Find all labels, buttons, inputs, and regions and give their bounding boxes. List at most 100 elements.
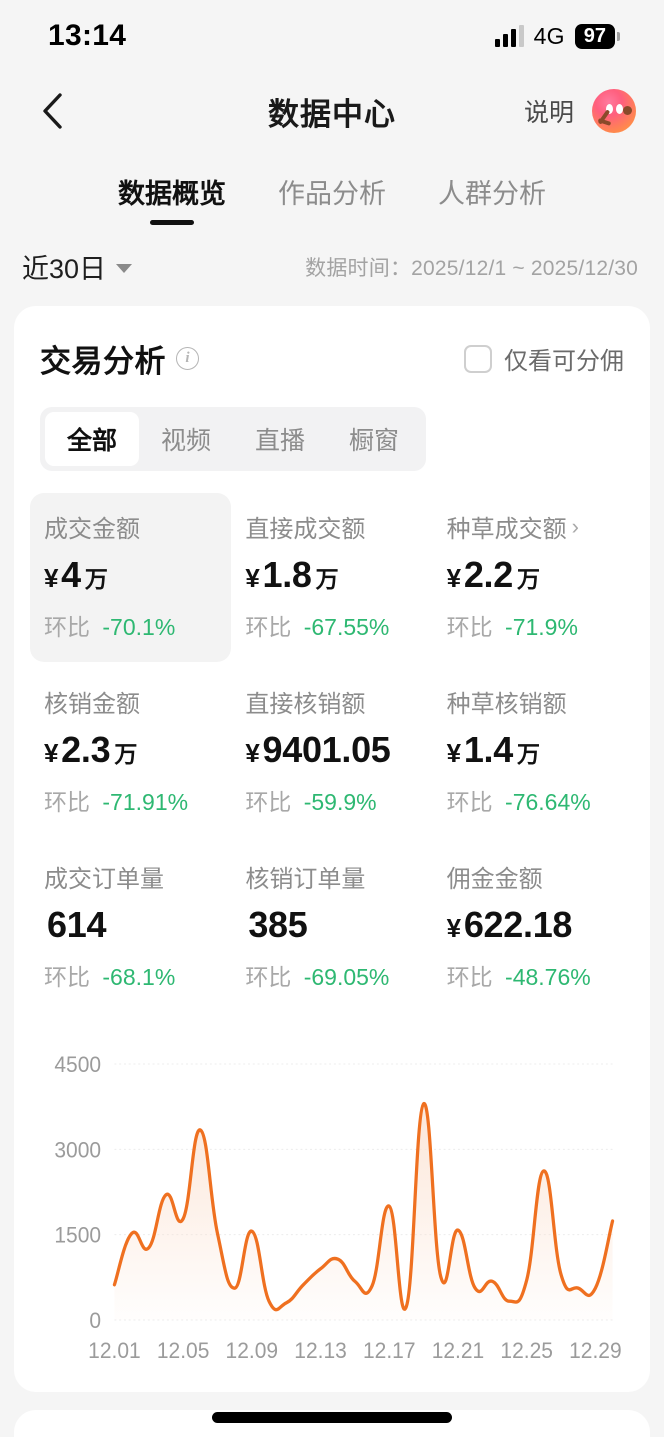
metric-label-text: 核销金额 bbox=[44, 691, 140, 718]
metric-value: ¥ 1.4 万 bbox=[447, 729, 620, 771]
currency-symbol: ¥ bbox=[446, 738, 461, 768]
metric-delta: 环比 -59.9% bbox=[245, 783, 418, 817]
delta-label: 环比 bbox=[446, 614, 493, 640]
delta-value: -70.1% bbox=[102, 614, 176, 640]
status-bar: 13:14 4G 97 bbox=[0, 0, 664, 72]
metric-label-text: 种草成交额 bbox=[446, 516, 567, 543]
svg-text:4500: 4500 bbox=[54, 1053, 101, 1078]
main-tabs: 数据概览 作品分析 人群分析 bbox=[0, 150, 664, 231]
segment-live[interactable]: 直播 bbox=[255, 427, 306, 455]
tab-audience-analysis[interactable]: 人群分析 bbox=[438, 172, 546, 225]
delta-value: -68.1% bbox=[102, 964, 176, 990]
value-number: 1.8 bbox=[262, 554, 312, 595]
metric-delta: 环比 -67.55% bbox=[245, 608, 418, 642]
trade-card-header: 交易分析 i 仅看可分佣 bbox=[40, 336, 624, 381]
trade-analysis-card: 交易分析 i 仅看可分佣 全部 视频 直播 橱窗 成交金额 ¥ 4 万 bbox=[14, 306, 650, 1392]
chevron-right-icon[interactable]: › bbox=[571, 513, 579, 539]
delta-value: -76.64% bbox=[505, 789, 591, 815]
metric-label-text: 直接核销额 bbox=[245, 691, 366, 718]
avatar-dot bbox=[623, 106, 632, 115]
value-number: 1.4 bbox=[463, 729, 513, 770]
metric-direct-settled[interactable]: 直接核销额 ¥ 9401.05 环比 -59.9% bbox=[231, 668, 432, 837]
trend-chart[interactable]: 0 1500 3000 4500 12.01 12.05 12.09 12.13 12.17 12… bbox=[40, 1042, 624, 1372]
signal-bars-icon bbox=[494, 25, 524, 47]
metric-value: ¥ 1.8 万 bbox=[245, 554, 418, 596]
value-number: 622.18 bbox=[463, 904, 573, 945]
metric-label-text: 种草核销额 bbox=[446, 691, 567, 718]
commission-filter-checkbox[interactable]: 仅看可分佣 bbox=[464, 341, 624, 376]
tab-content-analysis[interactable]: 作品分析 bbox=[278, 172, 386, 225]
delta-label: 环比 bbox=[446, 789, 493, 815]
metric-label: 核销订单量 bbox=[245, 859, 418, 894]
metric-label-text: 成交金额 bbox=[44, 516, 140, 543]
trade-segmented-control: 全部 视频 直播 橱窗 bbox=[40, 407, 427, 471]
metric-settled-order-count[interactable]: 核销订单量 385 环比 -69.05% bbox=[231, 843, 432, 1012]
value-number: 4 bbox=[61, 554, 81, 595]
metric-label-text: 直接成交额 bbox=[245, 516, 366, 543]
metric-label-text: 佣金金额 bbox=[446, 866, 543, 893]
delta-label: 环比 bbox=[245, 789, 292, 815]
back-button[interactable] bbox=[30, 89, 74, 133]
filter-bar: 近30日 数据时间：2025/12/1 ~ 2025/12/30 bbox=[0, 231, 664, 306]
delta-value: -71.9% bbox=[505, 614, 578, 640]
nav-actions: 说明 bbox=[524, 89, 636, 133]
trend-chart-svg: 0 1500 3000 4500 12.01 12.05 12.09 12.13 12.17 12… bbox=[54, 1053, 622, 1364]
delta-value: -69.05% bbox=[303, 964, 390, 990]
metric-value: ¥ 622.18 bbox=[447, 904, 620, 946]
avatar-eye-right bbox=[616, 104, 623, 114]
metric-delta: 环比 -71.91% bbox=[44, 783, 217, 817]
info-icon[interactable]: i bbox=[176, 347, 199, 370]
metric-label-text: 成交订单量 bbox=[44, 866, 164, 893]
status-time: 13:14 bbox=[48, 19, 127, 52]
metric-gmv[interactable]: 成交金额 ¥ 4 万 环比 -70.1% bbox=[30, 493, 232, 662]
battery-icon: 97 bbox=[574, 23, 620, 49]
value-unit: 万 bbox=[516, 741, 540, 767]
svg-text:12.13: 12.13 bbox=[294, 1339, 347, 1364]
metric-settled-amount[interactable]: 核销金额 ¥ 2.3 万 环比 -71.91% bbox=[30, 668, 231, 837]
segment-showcase[interactable]: 橱窗 bbox=[349, 427, 400, 455]
segment-video[interactable]: 视频 bbox=[161, 427, 212, 455]
metric-order-count[interactable]: 成交订单量 614 环比 -68.1% bbox=[30, 843, 231, 1012]
metric-label: 直接核销额 bbox=[245, 684, 418, 719]
avatar[interactable] bbox=[592, 89, 636, 133]
metric-commission[interactable]: 佣金金额 ¥ 622.18 环比 -48.76% bbox=[433, 843, 634, 1012]
avatar-eye-left bbox=[606, 104, 613, 114]
delta-label: 环比 bbox=[44, 964, 90, 990]
battery-level-label: 97 bbox=[574, 23, 615, 49]
metric-delta: 环比 -48.76% bbox=[447, 958, 620, 992]
delta-label: 环比 bbox=[44, 789, 90, 815]
avatar-arm-lower bbox=[597, 118, 612, 126]
battery-tip bbox=[617, 31, 620, 41]
metric-direct-gmv[interactable]: 直接成交额 ¥ 1.8 万 环比 -67.55% bbox=[231, 493, 432, 662]
checkbox-box[interactable] bbox=[464, 344, 492, 373]
segment-all[interactable]: 全部 bbox=[45, 412, 140, 466]
metric-grid: 成交金额 ¥ 4 万 环比 -70.1% 直接成交额 ¥ 1.8 万 bbox=[30, 493, 634, 1012]
help-button[interactable]: 说明 bbox=[523, 99, 574, 127]
delta-value: -48.76% bbox=[505, 964, 591, 990]
metric-label: 种草核销额 bbox=[447, 684, 620, 719]
metric-delta: 环比 -68.1% bbox=[44, 958, 217, 992]
metric-delta: 环比 -76.64% bbox=[447, 783, 620, 817]
metric-seeding-settled[interactable]: 种草核销额 ¥ 1.4 万 环比 -76.64% bbox=[433, 668, 634, 837]
metric-value: 614 bbox=[44, 904, 217, 946]
svg-text:12.17: 12.17 bbox=[363, 1339, 416, 1364]
date-range-selector[interactable]: 近30日 bbox=[22, 247, 133, 286]
currency-symbol: ¥ bbox=[44, 738, 59, 768]
metric-value: ¥ 9401.05 bbox=[245, 729, 418, 771]
delta-label: 环比 bbox=[245, 614, 292, 640]
value-unit: 万 bbox=[114, 741, 138, 767]
nav-bar: 数据中心 说明 bbox=[0, 72, 664, 150]
metric-seeding-gmv[interactable]: 种草成交额 › ¥ 2.2 万 环比 -71.9% bbox=[433, 493, 634, 662]
svg-text:12.21: 12.21 bbox=[432, 1339, 485, 1364]
metric-label: 成交金额 bbox=[44, 509, 217, 544]
delta-label: 环比 bbox=[245, 964, 292, 990]
tab-data-overview[interactable]: 数据概览 bbox=[118, 172, 226, 225]
metric-value: ¥ 2.3 万 bbox=[44, 729, 217, 771]
value-unit: 万 bbox=[516, 566, 540, 592]
svg-text:12.29: 12.29 bbox=[569, 1339, 622, 1364]
delta-value: -59.9% bbox=[303, 789, 377, 815]
delta-label: 环比 bbox=[44, 614, 90, 640]
svg-text:3000: 3000 bbox=[54, 1138, 101, 1163]
chevron-down-icon bbox=[116, 263, 133, 273]
